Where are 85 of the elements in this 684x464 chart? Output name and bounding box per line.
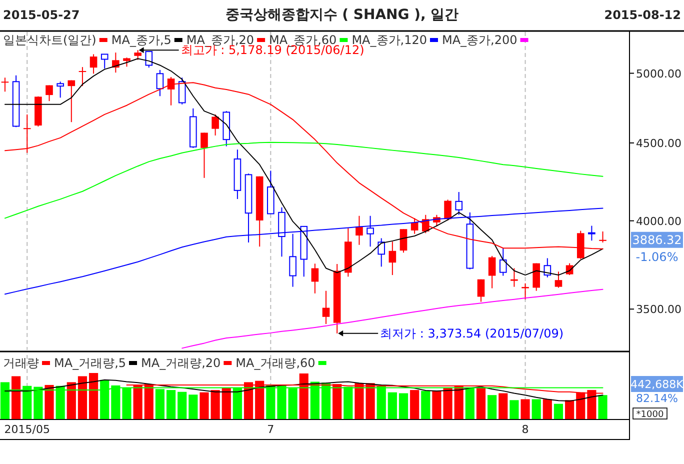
bar — [565, 400, 574, 419]
bar — [12, 376, 21, 419]
chart-title: 중국상해종합지수 ( SHANG ), 일간 — [225, 7, 459, 23]
candlestick — [588, 225, 596, 242]
legend-label: MA_종가,120 — [352, 33, 427, 47]
candlestick — [356, 215, 363, 246]
candlestick — [499, 248, 507, 276]
y-tick-label: 4000.00 — [636, 214, 682, 228]
candlestick — [554, 271, 562, 288]
candlestick — [212, 114, 219, 136]
candlestick — [123, 57, 130, 68]
bar — [166, 390, 176, 419]
text: 2015-05-27 — [3, 8, 80, 22]
candlestick — [311, 263, 319, 294]
candlestick — [178, 77, 186, 105]
bar — [598, 395, 608, 419]
y-tick-label: 4500.00 — [636, 136, 682, 150]
bar — [210, 390, 220, 419]
candlestick — [100, 54, 108, 70]
candlestick — [444, 199, 452, 221]
candlestick — [134, 50, 142, 60]
candlestick — [477, 278, 485, 302]
y-tick-label: 3500.00 — [636, 303, 682, 316]
candlestick — [78, 66, 86, 87]
bar — [178, 392, 187, 419]
bar — [421, 390, 430, 419]
candlestick — [522, 282, 529, 300]
x-tick-label: 7 — [267, 423, 274, 436]
bar — [498, 393, 508, 419]
candlestick — [378, 238, 386, 268]
bar — [66, 382, 76, 419]
legend-label: MA_종가,20 — [186, 33, 254, 47]
legend-label: MA_거래량,5 — [54, 356, 126, 370]
text: 82.14% — [636, 392, 678, 405]
candlestick — [388, 241, 396, 276]
candlestick — [145, 51, 153, 68]
candlestick — [400, 228, 408, 254]
text: -1.06% — [636, 250, 678, 264]
candlestick — [510, 268, 518, 288]
legend-label: 일본식차트(일간) — [3, 33, 96, 47]
text: 2015-08-12 — [604, 8, 681, 22]
text: *1000 — [636, 410, 664, 420]
candlestick — [90, 54, 98, 74]
candlestick — [1, 77, 9, 92]
bar — [388, 392, 397, 419]
bar — [532, 399, 541, 419]
annotation: 최저가 : 3,373.54 (2015/07/09) — [380, 326, 564, 340]
candlestick — [488, 255, 496, 289]
legend-label: MA_종가,200 — [442, 33, 518, 47]
candlestick — [322, 290, 330, 324]
candlestick — [23, 114, 31, 154]
candlestick — [289, 233, 296, 288]
text: 442,688K — [630, 378, 684, 391]
bar — [89, 373, 98, 419]
candlestick — [200, 132, 208, 178]
candlestick — [156, 69, 164, 97]
line-series — [182, 288, 604, 349]
bar — [200, 392, 209, 419]
candlestick — [56, 81, 64, 98]
text: 3886.32 — [632, 232, 682, 247]
candlestick — [46, 84, 53, 102]
candlestick — [455, 192, 463, 216]
bar — [44, 384, 54, 419]
candlestick — [410, 218, 418, 234]
bar — [78, 376, 88, 419]
bar — [542, 399, 552, 419]
candlestick — [599, 230, 606, 243]
bar — [410, 390, 420, 419]
legend-label: MA_종가,60 — [269, 33, 337, 47]
candlestick — [366, 215, 374, 248]
x-tick-label: 8 — [522, 423, 529, 436]
x-tick-label: 2015/05 — [4, 423, 50, 436]
candlestick — [68, 80, 76, 123]
bar — [554, 404, 564, 419]
bar — [510, 400, 519, 419]
bar — [398, 393, 408, 419]
bar — [520, 399, 530, 419]
bar — [222, 388, 231, 419]
legend-label: 거래량 — [3, 356, 39, 370]
legend-label: MA_거래량,60 — [236, 356, 316, 370]
bar — [488, 395, 497, 419]
y-tick-label: 5000.00 — [636, 67, 682, 80]
legend-label: MA_거래량,20 — [141, 356, 221, 370]
bar — [188, 394, 198, 419]
legend-label: MA_종가,5 — [111, 33, 172, 47]
